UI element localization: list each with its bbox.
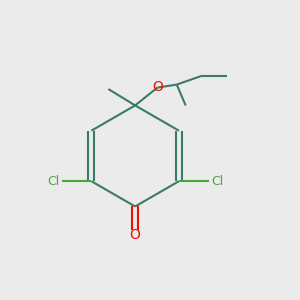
- Text: O: O: [152, 80, 163, 94]
- Text: O: O: [130, 228, 141, 242]
- Text: Cl: Cl: [211, 175, 223, 188]
- Text: Cl: Cl: [47, 175, 59, 188]
